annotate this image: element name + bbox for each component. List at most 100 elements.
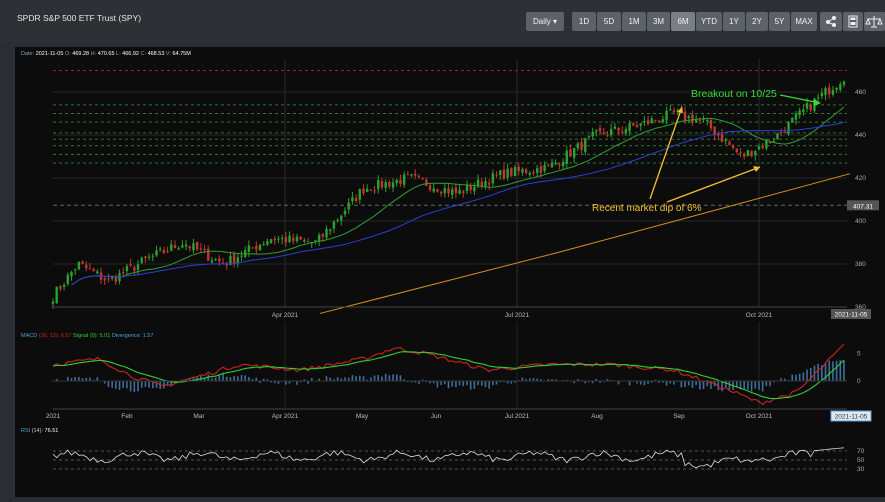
- range-button-max[interactable]: MAX: [791, 12, 817, 31]
- chart-area[interactable]: Breakout on 10/25 Recent market dip of 6%…: [15, 47, 885, 497]
- macd-hist-bar: [244, 375, 247, 382]
- macd-hist-bar: [761, 381, 764, 392]
- macd-hist-bar: [469, 381, 472, 390]
- main-time-tick: Jul 2021: [505, 312, 530, 319]
- candle-body: [768, 141, 772, 143]
- interval-dropdown[interactable]: Daily ▾: [526, 12, 564, 31]
- candle-body: [439, 191, 443, 194]
- candle-body: [831, 90, 835, 95]
- range-button-1d[interactable]: 1D: [572, 12, 596, 31]
- chart-svg[interactable]: Breakout on 10/25 Recent market dip of 6%…: [15, 47, 885, 497]
- macd-hist-bar: [650, 381, 653, 383]
- macd-hist-bar: [262, 378, 265, 382]
- price-badge-bg: [847, 200, 879, 211]
- macd-hist-bar: [229, 377, 232, 382]
- candle-body: [207, 248, 210, 261]
- macd-hist-bar: [207, 374, 210, 382]
- candle-body: [240, 255, 243, 257]
- macd-hist-bar: [713, 381, 716, 387]
- candle-body: [306, 241, 310, 243]
- dip-arrow-line-2: [666, 166, 761, 203]
- candle-body: [299, 236, 302, 240]
- macd-hist-bar: [510, 381, 513, 384]
- ma200-line: [319, 173, 851, 314]
- candle-body: [495, 174, 498, 176]
- candle-body: [639, 123, 642, 126]
- candle-body: [384, 182, 387, 188]
- share-icon[interactable]: [820, 12, 842, 31]
- candle-body: [576, 143, 580, 149]
- macd-hist-bar: [843, 360, 845, 382]
- candle-body: [218, 258, 221, 262]
- macd-hist-bar: [358, 375, 361, 382]
- macd-hist-bar: [370, 377, 372, 382]
- range-button-1y[interactable]: 1Y: [723, 12, 745, 31]
- date-badge-bg: [831, 309, 871, 319]
- candle-body: [506, 168, 509, 178]
- range-button-6m[interactable]: 6M: [671, 12, 695, 31]
- macd-hist-bar: [724, 381, 727, 388]
- candle-body: [351, 197, 354, 202]
- macd-hist-bar: [477, 381, 479, 386]
- range-button-5y[interactable]: 5Y: [769, 12, 790, 31]
- candle-body: [761, 146, 764, 149]
- candle-body: [340, 215, 343, 221]
- candle-body: [114, 277, 118, 282]
- candle-body: [587, 135, 591, 138]
- candle-body: [388, 182, 391, 187]
- candle-body: [572, 148, 576, 158]
- macd-hist-bar: [148, 381, 150, 388]
- candle-body: [691, 114, 694, 123]
- candle-body: [188, 246, 191, 249]
- candle-body: [325, 228, 328, 238]
- candle-body: [317, 234, 321, 242]
- candle-body: [617, 127, 620, 131]
- candle-body: [122, 272, 125, 274]
- signal-line: [52, 351, 845, 400]
- macd-hist-bar: [166, 381, 169, 386]
- range-button-5d[interactable]: 5D: [597, 12, 621, 31]
- range-button-3m[interactable]: 3M: [647, 12, 670, 31]
- candle-body: [661, 119, 665, 123]
- macd-hist-bar: [802, 372, 805, 382]
- macd-time-tick: 2021: [46, 413, 61, 420]
- candle-body: [791, 118, 794, 123]
- macd-hist-bar: [706, 381, 709, 387]
- candle-body: [772, 141, 775, 143]
- candle-body: [266, 241, 269, 245]
- candle-body: [347, 202, 350, 210]
- calculator-icon[interactable]: [843, 12, 863, 31]
- candle-body: [598, 127, 602, 132]
- range-button-ytd[interactable]: YTD: [696, 12, 722, 31]
- range-button-1m[interactable]: 1M: [622, 12, 646, 31]
- candle-body: [783, 132, 787, 134]
- candle-body: [794, 113, 798, 120]
- candle-body: [436, 189, 439, 192]
- macd-hist-bar: [835, 360, 838, 382]
- macd-hist-bar: [381, 376, 383, 382]
- main-time-tick: Oct 2021: [746, 312, 773, 319]
- candle-body: [702, 118, 705, 120]
- candle-body: [532, 172, 535, 174]
- macd-hist-bar: [96, 377, 99, 382]
- candle-body: [329, 229, 332, 231]
- candle-body: [539, 166, 543, 174]
- candle-body: [757, 146, 761, 150]
- macd-hist-bar: [795, 374, 797, 382]
- macd-hist-bar: [669, 381, 672, 384]
- candle-body: [136, 264, 140, 270]
- candle-body: [643, 121, 646, 123]
- candle-body: [558, 163, 561, 166]
- candle-body: [162, 250, 166, 253]
- candle-body: [739, 152, 742, 154]
- breakout-arrowhead: [814, 99, 821, 106]
- macd-hist-bar: [325, 376, 328, 382]
- range-button-2y[interactable]: 2Y: [746, 12, 768, 31]
- macd-hist-bar: [192, 376, 195, 382]
- candle-body: [547, 164, 550, 166]
- macd-hist-bar: [591, 381, 594, 384]
- candle-body: [657, 120, 661, 122]
- candle-body: [632, 123, 635, 126]
- macd-hist-bar: [695, 381, 697, 385]
- scale-icon[interactable]: [864, 12, 885, 31]
